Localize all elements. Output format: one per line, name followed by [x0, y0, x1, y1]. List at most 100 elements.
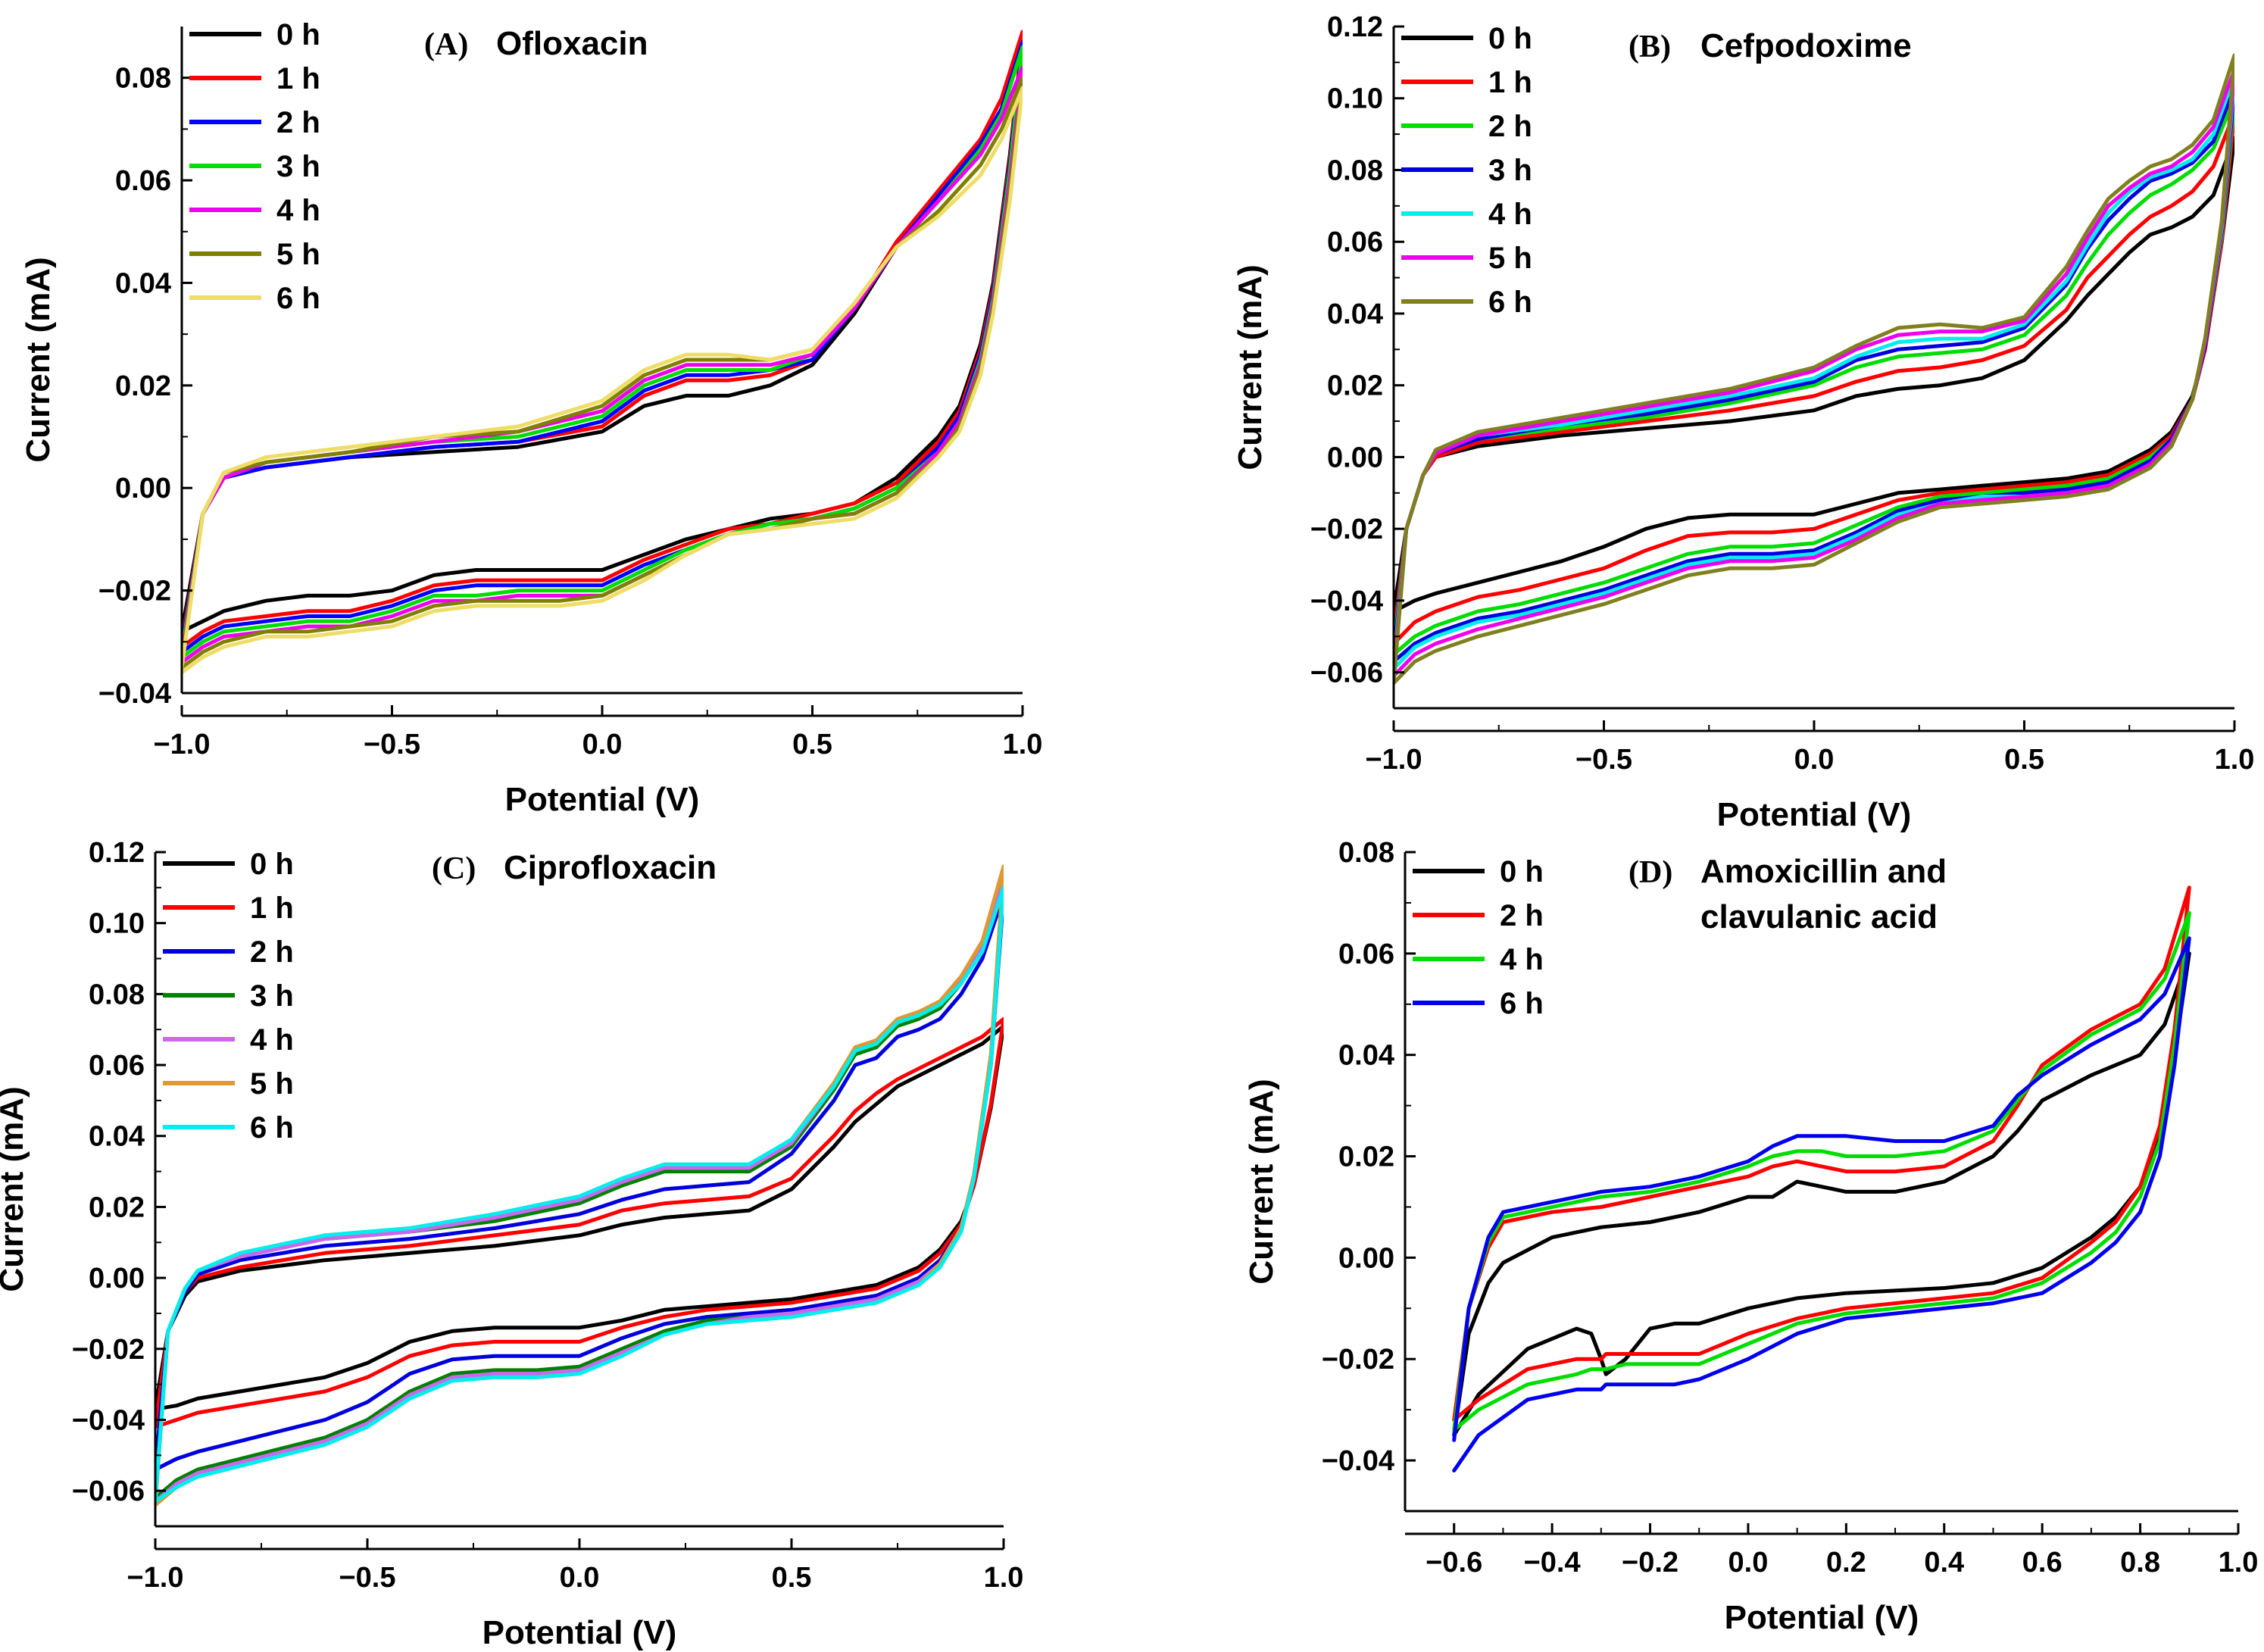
- y-tick-label: 0.00: [1327, 442, 1383, 473]
- y-tick-label: 0.10: [89, 908, 145, 940]
- legend-label: 4 h: [276, 194, 320, 227]
- y-tick-label: −0.06: [72, 1476, 145, 1507]
- x-tick-label: 0.5: [772, 1562, 812, 1594]
- legend-label: 1 h: [276, 62, 320, 95]
- y-tick-label: 0.08: [115, 63, 171, 95]
- y-tick-label: 0.04: [115, 267, 171, 299]
- x-tick-label: −0.5: [1575, 744, 1632, 776]
- legend-label: 4 h: [250, 1023, 294, 1057]
- y-tick-label: −0.02: [1322, 1344, 1394, 1376]
- series-curves: [1394, 53, 2234, 685]
- y-tick-label: 0.02: [115, 370, 171, 402]
- panel-letter: (B): [1629, 30, 1671, 64]
- y-tick-label: −0.04: [1322, 1445, 1394, 1477]
- x-tick-label: 0.0: [582, 729, 623, 760]
- x-tick-label: 1.0: [1003, 729, 1043, 760]
- panel-title: Amoxicillin and: [1700, 853, 1947, 890]
- y-tick-label: 0.06: [1338, 938, 1394, 970]
- panel-title: Cefpodoxime: [1700, 27, 1912, 64]
- legend-label: 3 h: [1488, 154, 1532, 187]
- panel-b-cefpodoxime: −1.0 −0.5 0.0 0.5 1.0 −0.06 −0.04 −0.02 0.00 0.02…: [1232, 11, 2254, 833]
- y-tick-label: −0.02: [72, 1334, 145, 1366]
- y-tick-label: 0.08: [1327, 155, 1383, 186]
- series-line-3h: [155, 875, 1004, 1500]
- y-tick-label: −0.04: [98, 678, 171, 710]
- y-tick-label: −0.04: [1310, 586, 1383, 617]
- legend-label: 6 h: [276, 282, 320, 315]
- y-tick-label: −0.02: [1310, 514, 1383, 545]
- legend-label: 1 h: [1488, 66, 1532, 99]
- y-tick-label: 0.06: [89, 1050, 145, 1082]
- y-axis-title: Current (mA): [1243, 1079, 1280, 1284]
- panel-letter: (C): [432, 851, 476, 886]
- legend-label: 0 h: [276, 18, 320, 52]
- x-axis-title: Potential (V): [505, 781, 700, 818]
- x-tick-label: 0.0: [1728, 1547, 1769, 1579]
- y-tick-label: 0.02: [89, 1191, 145, 1223]
- x-tick-label: −1.0: [1365, 744, 1422, 776]
- y-axis-title: Current (mA): [1232, 264, 1269, 470]
- y-tick-label: −0.02: [98, 576, 171, 607]
- legend-label: 3 h: [250, 979, 294, 1013]
- x-tick-label: 1.0: [984, 1562, 1024, 1594]
- y-tick-label: 0.00: [115, 473, 171, 504]
- series-curves: [182, 30, 1023, 675]
- x-tick-label: 0.0: [560, 1562, 600, 1594]
- y-tick-label: −0.04: [72, 1404, 145, 1436]
- y-tick-label: −0.06: [1310, 657, 1383, 689]
- legend-label: 0 h: [250, 848, 294, 881]
- y-tick-label: 0.04: [1327, 298, 1383, 330]
- y-axis-title: Current (mA): [0, 1086, 30, 1291]
- legend-label: 2 h: [1500, 899, 1544, 932]
- panel-title: clavulanic acid: [1700, 898, 1938, 935]
- panel-c-ciprofloxacin: −1.0 −0.5 0.0 0.5 1.0 −0.06 −0.04 −0.02 0.00 0.02…: [0, 837, 1023, 1651]
- y-tick-label: 0.12: [89, 837, 145, 869]
- series-line-2h: [1452, 885, 2191, 1422]
- legend-label: 3 h: [276, 150, 320, 183]
- legend-label: 2 h: [250, 935, 294, 969]
- legend-label: 5 h: [276, 238, 320, 271]
- panel-title: Ofloxacin: [496, 25, 648, 62]
- x-tick-label: −0.6: [1426, 1547, 1482, 1579]
- x-tick-label: −0.5: [364, 729, 420, 760]
- x-tick-label: −0.5: [339, 1562, 395, 1594]
- legend-label: 0 h: [1488, 22, 1532, 55]
- x-tick-label: 0.5: [2004, 744, 2044, 776]
- legend-label: 1 h: [250, 892, 294, 925]
- y-axis-title: Current (mA): [20, 257, 57, 462]
- y-tick-label: 0.00: [89, 1263, 145, 1294]
- x-tick-label: 0.4: [1924, 1547, 1964, 1579]
- legend-label: 2 h: [276, 106, 320, 139]
- y-tick-label: 0.06: [1327, 226, 1383, 258]
- y-tick-label: 0.08: [89, 979, 145, 1010]
- series-line-4h: [1452, 910, 2191, 1432]
- x-axis-title: Potential (V): [1717, 796, 1912, 833]
- x-axis-title: Potential (V): [482, 1614, 677, 1651]
- panel-d-amoxicillin-clavulanic-acid: −0.6 −0.4 −0.2 0.0 0.2 0.4 0.6 0.8 1.0 −0.04 −0.02…: [1243, 837, 2258, 1636]
- x-tick-label: 1.0: [2215, 744, 2255, 776]
- x-tick-label: 0.5: [792, 729, 832, 760]
- x-tick-label: −0.4: [1524, 1547, 1581, 1579]
- x-tick-label: −0.2: [1622, 1547, 1678, 1579]
- y-tick-label: 0.08: [1338, 837, 1394, 869]
- series-curves: [1452, 885, 2191, 1472]
- series-line-6h: [1452, 936, 2191, 1472]
- legend-label: 6 h: [250, 1111, 294, 1145]
- panel-letter: (D): [1629, 855, 1672, 890]
- legend-label: 6 h: [1488, 286, 1532, 319]
- x-tick-label: 0.6: [2022, 1547, 2063, 1579]
- legend-label: 5 h: [250, 1067, 294, 1101]
- legend-label: 5 h: [1488, 242, 1532, 275]
- y-tick-label: 0.06: [115, 165, 171, 197]
- series-line-6h: [155, 885, 1004, 1504]
- series-line-6h: [182, 86, 1023, 675]
- legend-label: 4 h: [1500, 943, 1544, 976]
- x-tick-label: 0.0: [1794, 744, 1835, 776]
- y-tick-label: 0.02: [1338, 1141, 1394, 1173]
- x-tick-label: 0.8: [2120, 1547, 2160, 1579]
- y-tick-label: 0.04: [89, 1121, 145, 1153]
- y-tick-label: 0.12: [1327, 11, 1383, 43]
- legend-label: 4 h: [1488, 198, 1532, 231]
- x-tick-label: −1.0: [153, 729, 210, 760]
- y-tick-label: 0.04: [1338, 1040, 1394, 1072]
